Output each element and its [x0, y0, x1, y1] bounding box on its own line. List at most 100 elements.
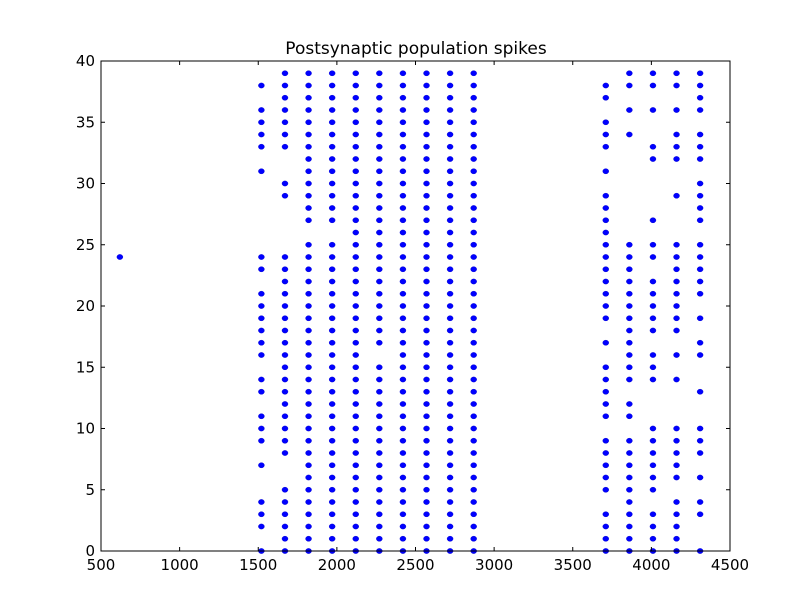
spike-point [602, 523, 609, 530]
spike-point [281, 486, 289, 493]
spike-point [649, 303, 657, 309]
spike-point [470, 401, 477, 407]
spike-point [423, 107, 430, 113]
spike-point [649, 241, 657, 248]
spike-point [281, 499, 289, 505]
spike-point [399, 266, 407, 273]
spike-point [446, 486, 454, 493]
spike-point [352, 254, 359, 260]
spike-point [446, 499, 454, 505]
spike-point [626, 327, 633, 334]
spike-point [696, 205, 704, 211]
spike-point [673, 352, 680, 358]
spike-point [328, 94, 336, 101]
spike-point [470, 450, 477, 456]
spike-point [399, 523, 407, 530]
spike-point [446, 315, 454, 322]
spike-point [446, 352, 454, 358]
spike-point [305, 180, 312, 187]
spike-point [376, 131, 383, 138]
spike-point [376, 143, 383, 150]
spike-point [305, 364, 312, 371]
spike-point [423, 511, 430, 518]
spike-point [376, 511, 383, 518]
spike-point [352, 388, 359, 395]
spike-point [423, 450, 430, 456]
spike-point [305, 303, 312, 309]
spike-point [696, 290, 704, 297]
spike-point [305, 499, 312, 505]
spike-point [446, 107, 454, 113]
spike-point [281, 278, 289, 285]
spike-point [328, 266, 336, 273]
spike-point [399, 339, 407, 346]
spike-point [649, 327, 657, 334]
spike-point [626, 474, 633, 481]
spike-point [602, 462, 609, 469]
spike-point [258, 425, 265, 432]
spike-point [423, 327, 430, 334]
spike-point [602, 229, 609, 236]
spike-point [696, 499, 704, 505]
spike-point [328, 352, 336, 358]
spike-point [281, 303, 289, 309]
spike-point [352, 119, 359, 126]
spike-point [423, 180, 430, 187]
spike-point [305, 168, 312, 175]
spike-point [352, 107, 359, 113]
spike-point [328, 131, 336, 138]
spike-point [116, 254, 124, 260]
spike-point [649, 352, 657, 358]
spike-point [626, 413, 633, 420]
spike-point [305, 462, 312, 469]
spike-point [446, 119, 454, 126]
spike-point [376, 241, 383, 248]
spike-point [470, 278, 477, 285]
spike-point [399, 70, 407, 77]
spike-point [626, 401, 633, 407]
spike-point [352, 82, 359, 89]
spike-point [602, 168, 609, 175]
spike-point [673, 70, 680, 77]
spike-point [305, 523, 312, 530]
spike-point [399, 82, 407, 89]
spike-point [470, 192, 477, 199]
spike-point [281, 535, 289, 542]
spike-point [328, 241, 336, 248]
spike-point [626, 523, 633, 530]
spike-point [328, 143, 336, 150]
spike-point [328, 462, 336, 469]
spike-point [352, 352, 359, 358]
spike-point [328, 364, 336, 371]
spike-point [305, 143, 312, 150]
spike-point [305, 327, 312, 334]
spike-point [305, 486, 312, 493]
spike-point [602, 192, 609, 199]
spike-point [305, 388, 312, 395]
spike-point [446, 535, 454, 542]
spike-point [423, 143, 430, 150]
spike-point [281, 376, 289, 383]
spike-point [399, 241, 407, 248]
spike-point [696, 131, 704, 138]
spike-point [696, 450, 704, 456]
spike-point [423, 401, 430, 407]
spike-point [376, 70, 383, 77]
spike-point [446, 278, 454, 285]
spike-point [423, 535, 430, 542]
spike-point [446, 450, 454, 456]
spike-point [352, 315, 359, 322]
spike-point [423, 425, 430, 432]
x-tick-label: 4000 [632, 556, 670, 574]
spike-point [352, 278, 359, 285]
spike-point [305, 107, 312, 113]
spike-point [328, 168, 336, 175]
spike-point [696, 254, 704, 260]
spike-point [305, 339, 312, 346]
spike-point [376, 205, 383, 211]
spike-point [258, 388, 265, 395]
spike-point [446, 327, 454, 334]
spike-point [470, 523, 477, 530]
spike-point [626, 315, 633, 322]
spike-point [470, 437, 477, 444]
